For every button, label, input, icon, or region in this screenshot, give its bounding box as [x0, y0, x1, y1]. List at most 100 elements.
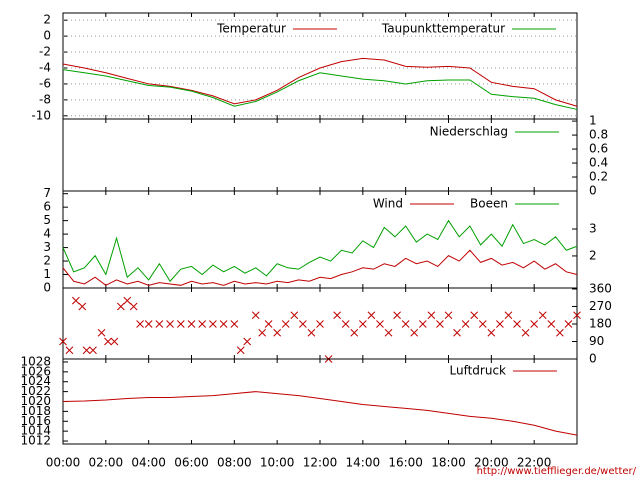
data-point	[436, 320, 444, 328]
data-line	[62, 57, 578, 107]
x-tick-label: 14:00	[346, 456, 381, 470]
data-point	[418, 320, 427, 328]
data-point	[453, 328, 461, 337]
data-point	[384, 328, 393, 337]
y-tick-label: 1022	[20, 384, 51, 398]
y-tick-label: -8	[39, 92, 51, 106]
data-point	[129, 302, 138, 311]
data-point	[110, 337, 119, 346]
x-tick-label: 22:00	[517, 456, 552, 470]
data-point	[155, 320, 164, 328]
x-tick-label: 18:00	[431, 456, 466, 470]
data-point	[393, 311, 401, 320]
data-point	[209, 320, 217, 328]
y-tick-label: 7	[43, 186, 51, 200]
data-point	[461, 320, 470, 328]
data-line	[62, 219, 578, 283]
y2-tick-label: 0	[589, 184, 597, 198]
legend-label: Niederschlag	[430, 125, 508, 139]
data-point	[251, 311, 260, 320]
y2-tick-label: 270	[589, 299, 612, 313]
data-line	[62, 69, 578, 110]
data-point	[89, 346, 97, 355]
y-tick-label: 1024	[20, 374, 51, 388]
data-point	[341, 320, 350, 328]
data-point	[243, 337, 252, 346]
y2-tick-label: 0	[589, 352, 597, 366]
x-tick-label: 04:00	[131, 456, 166, 470]
y-tick-label: 1016	[20, 414, 51, 428]
legend-label: Boeen	[470, 197, 508, 211]
footer-link: http://www.tiefflieger.de/wetter/	[477, 466, 637, 477]
data-point	[116, 302, 125, 311]
y2-tick-label: 360	[589, 281, 612, 295]
data-point	[236, 346, 245, 355]
data-point	[564, 320, 573, 328]
data-point	[82, 346, 91, 355]
data-point	[299, 320, 307, 328]
y-tick-label: 1	[43, 267, 51, 281]
y-tick-label: 1012	[20, 434, 51, 448]
y2-tick-label: 0.2	[589, 170, 608, 184]
x-tick-label: 10:00	[260, 456, 295, 470]
y2-tick-label: 1	[589, 114, 597, 128]
y2-tick-label: 2	[589, 248, 597, 262]
y2-tick-label: 90	[589, 334, 604, 348]
data-line	[62, 249, 578, 286]
y-tick-label: -10	[31, 108, 51, 122]
data-point	[547, 320, 556, 328]
data-point	[410, 328, 419, 337]
data-point	[376, 320, 384, 328]
data-point	[350, 328, 359, 337]
data-point	[97, 328, 106, 337]
y-tick-label: 2	[43, 254, 51, 268]
data-point	[478, 320, 487, 328]
legend-label: Wind	[373, 197, 403, 211]
y-tick-label: 6	[43, 200, 51, 214]
x-tick-label: 00:00	[46, 456, 81, 470]
data-point	[59, 337, 67, 346]
data-point	[219, 320, 228, 328]
data-point	[78, 302, 87, 311]
data-point	[123, 296, 132, 305]
data-point	[65, 346, 74, 355]
data-point	[470, 311, 479, 320]
data-line	[62, 391, 578, 436]
y-tick-label: 1026	[20, 364, 51, 378]
y2-tick-label: 0.4	[589, 156, 608, 170]
x-tick-label: 12:00	[303, 456, 338, 470]
y-tick-label: 3	[43, 240, 51, 254]
data-point	[513, 320, 521, 328]
data-point	[367, 311, 376, 320]
data-point	[530, 320, 539, 328]
data-point	[487, 328, 496, 337]
data-point	[264, 320, 273, 328]
data-point	[187, 320, 196, 328]
data-point	[71, 296, 80, 305]
data-point	[230, 320, 239, 328]
data-point	[136, 320, 144, 328]
data-point	[176, 320, 185, 328]
y-tick-label: 1020	[20, 394, 51, 408]
y-tick-label: 0	[43, 29, 51, 43]
data-point	[316, 320, 324, 328]
x-tick-label: 20:00	[474, 456, 509, 470]
data-point	[281, 320, 290, 328]
data-point	[573, 311, 581, 320]
y-tick-label: 1028	[20, 354, 51, 368]
y-tick-label: 4	[43, 227, 51, 241]
data-point	[198, 320, 207, 328]
data-point	[144, 320, 153, 328]
data-point	[538, 311, 547, 320]
y-tick-label: 1018	[20, 404, 51, 418]
data-point	[258, 328, 267, 337]
x-tick-label: 06:00	[174, 456, 209, 470]
legend-label: Taupunkttemperatur	[381, 22, 505, 36]
y-tick-label: 0	[43, 281, 51, 295]
data-point	[521, 328, 530, 337]
x-tick-label: 16:00	[388, 456, 423, 470]
legend-label: Temperatur	[216, 22, 286, 36]
y2-tick-label: 180	[589, 316, 612, 330]
data-point	[504, 311, 513, 320]
